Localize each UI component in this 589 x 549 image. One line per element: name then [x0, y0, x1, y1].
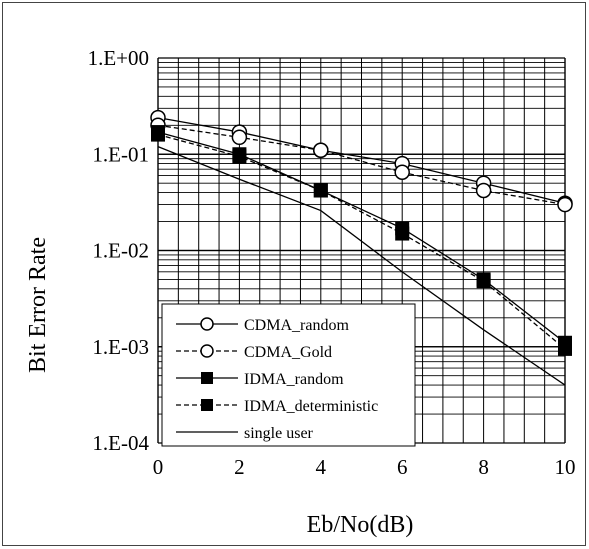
- x-tick-label: 8: [478, 455, 489, 479]
- x-axis-label: Eb/No(dB): [307, 512, 414, 538]
- series-line: [157, 131, 566, 344]
- x-tick-label: 10: [555, 455, 576, 479]
- legend-label: IDMA_random: [244, 371, 344, 388]
- tick-labels: 0 2 4 6 8 10 1.E+00 1.E-01 1.E-02 1.E-03 1.E-04: [88, 46, 576, 479]
- legend-entry: IDMA_deterministic: [176, 398, 378, 415]
- series-single-user: [157, 146, 566, 386]
- legend-marker: [201, 399, 213, 411]
- data-point: [313, 183, 328, 198]
- series-line: [157, 117, 566, 204]
- y-axis-label: Bit Error Rate: [25, 237, 51, 373]
- y-tick-label: 1.E+00: [88, 46, 149, 70]
- series-cdma-gold: [150, 117, 573, 213]
- x-tick-label: 6: [397, 455, 408, 479]
- legend-label: CDMA_Gold: [244, 344, 332, 361]
- y-tick-label: 1.E-03: [92, 335, 149, 359]
- data-point: [232, 149, 247, 164]
- data-point: [313, 142, 329, 159]
- y-tick-label: 1.E-02: [92, 239, 149, 263]
- data-point: [394, 164, 410, 181]
- series-layer: [150, 109, 573, 386]
- x-tick-label: 2: [234, 455, 245, 479]
- legend-marker: [200, 344, 214, 358]
- legend-entry: CDMA_Gold: [176, 344, 332, 361]
- x-tick-label: 0: [153, 455, 164, 479]
- data-point: [231, 129, 248, 146]
- data-point: [151, 127, 165, 142]
- series-line: [157, 124, 566, 206]
- x-tick-label: 4: [316, 455, 327, 479]
- series-idma-deterministic: [151, 127, 572, 356]
- data-point: [476, 274, 491, 289]
- data-point: [557, 196, 573, 213]
- legend-label: IDMA_deterministic: [244, 398, 378, 415]
- legend-label: single user: [244, 425, 314, 442]
- data-point: [558, 341, 572, 356]
- series-line: [157, 133, 566, 350]
- legend-entry: single user: [176, 425, 314, 442]
- legend-entry: CDMA_random: [176, 317, 349, 334]
- data-point: [475, 182, 492, 199]
- legend-marker: [201, 372, 213, 384]
- legend-entry: IDMA_random: [176, 371, 344, 388]
- legend-label: CDMA_random: [244, 317, 349, 334]
- y-tick-label: 1.E-04: [92, 431, 149, 455]
- y-tick-label: 1.E-01: [92, 142, 149, 166]
- legend: CDMA_random CDMA_Gold IDMA_random IDMA_dete…: [161, 303, 416, 447]
- legend-marker: [200, 317, 214, 331]
- series-line: [157, 146, 566, 386]
- data-point: [395, 226, 410, 241]
